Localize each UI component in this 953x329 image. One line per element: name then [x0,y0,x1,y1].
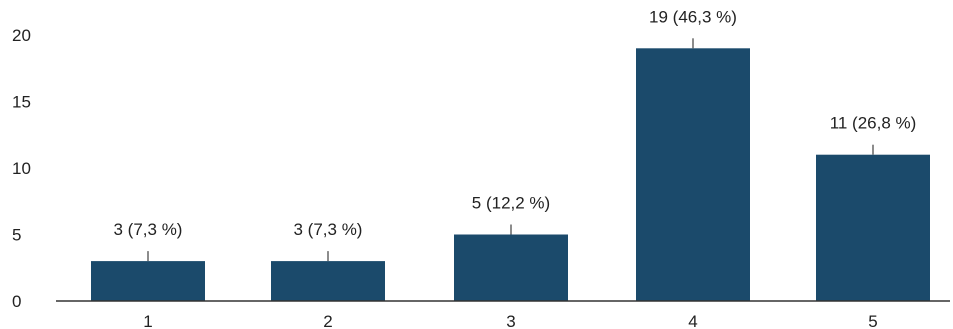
y-tick-label: 15 [12,93,31,112]
x-axis-ticks: 1 2 3 4 5 [143,312,877,329]
data-labels: 3 (7,3 %) 3 (7,3 %) 5 (12,2 %) 19 (46,3 %) 1… [114,7,917,239]
x-tick-label: 4 [688,312,697,329]
bar [454,234,568,301]
x-tick-label: 3 [506,312,515,329]
y-tick-label: 5 [12,226,21,245]
data-label: 19 (46,3 %) [649,7,737,26]
y-axis-ticks: 0 5 10 15 20 [12,26,31,311]
bars [91,48,930,301]
y-tick-label: 10 [12,159,31,178]
bar [636,48,750,301]
data-label: 3 (7,3 %) [294,220,363,239]
y-tick-label: 0 [12,292,21,311]
x-tick-label: 2 [323,312,332,329]
data-label: 5 (12,2 %) [472,194,550,213]
x-tick-label: 1 [143,312,152,329]
y-tick-label: 20 [12,26,31,45]
x-tick-label: 5 [868,312,877,329]
data-label: 3 (7,3 %) [114,220,183,239]
label-leader-lines [147,38,874,262]
data-label: 11 (26,8 %) [830,114,917,133]
bar [816,154,930,301]
bar [271,261,385,301]
bar [91,261,205,301]
